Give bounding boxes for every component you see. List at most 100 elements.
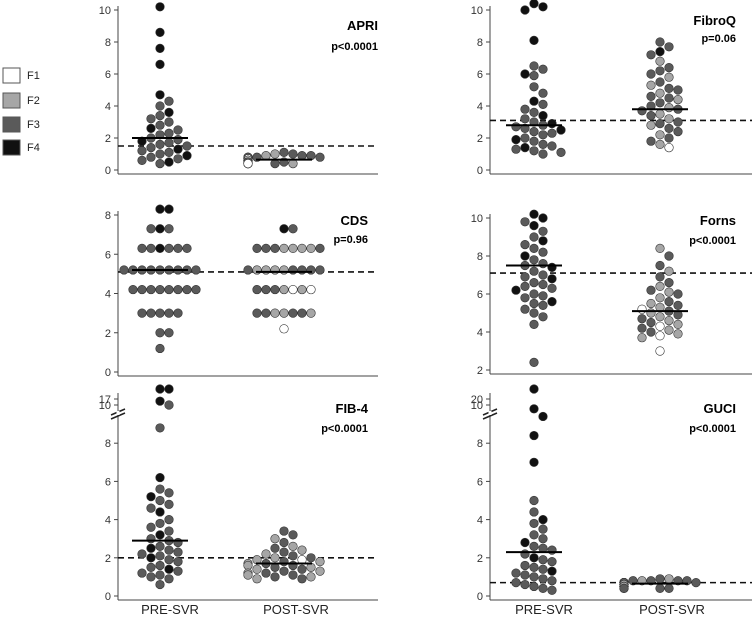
data-point	[529, 117, 539, 127]
data-point	[646, 317, 656, 328]
data-point	[520, 104, 530, 114]
data-point	[673, 300, 683, 311]
data-point	[164, 384, 174, 394]
data-point	[538, 99, 548, 109]
y-tick-label: 4	[105, 289, 111, 301]
data-point	[664, 42, 674, 52]
data-point	[182, 151, 192, 161]
data-point	[529, 221, 539, 231]
data-point	[538, 291, 548, 301]
data-point	[173, 125, 183, 135]
data-point	[146, 308, 156, 318]
data-point	[538, 130, 548, 140]
data-point	[547, 128, 557, 138]
data-point	[520, 240, 530, 250]
data-point	[306, 553, 316, 563]
data-point	[155, 530, 165, 540]
data-point	[288, 560, 298, 571]
data-point	[529, 572, 539, 582]
data-point	[529, 518, 539, 529]
data-point	[155, 551, 165, 561]
data-point	[146, 562, 156, 572]
data-point	[538, 514, 548, 525]
data-point	[664, 278, 674, 288]
data-point	[137, 155, 147, 165]
y-tick-label: 4	[477, 101, 483, 113]
data-point	[243, 159, 253, 169]
data-point	[306, 265, 316, 275]
data-point	[164, 400, 174, 410]
data-point	[243, 265, 253, 275]
y-tick-label: 0	[105, 165, 111, 177]
y-tick-label: 2	[105, 553, 111, 565]
data-point	[164, 308, 174, 318]
data-point	[119, 265, 129, 275]
panel-title: GUCI	[704, 401, 737, 416]
data-point	[155, 110, 165, 121]
data-point	[520, 133, 530, 143]
data-point	[155, 284, 165, 295]
y-tick-label: 8	[105, 37, 111, 49]
data-point	[664, 123, 674, 133]
data-point	[288, 551, 298, 561]
data-point	[511, 122, 521, 132]
data-point	[556, 147, 566, 157]
data-point	[155, 90, 165, 100]
axis-break-mark	[482, 412, 498, 420]
data-point	[306, 284, 316, 295]
data-point	[155, 472, 165, 483]
data-point	[279, 547, 289, 557]
data-point	[137, 146, 147, 156]
data-point	[155, 396, 165, 406]
data-point	[538, 149, 548, 159]
data-point	[646, 50, 656, 60]
data-point	[252, 265, 262, 275]
data-point	[155, 423, 165, 433]
data-point	[511, 135, 521, 145]
data-point	[270, 572, 280, 582]
data-point	[655, 98, 665, 108]
data-point	[146, 503, 156, 513]
y-tick-label: 2	[477, 365, 483, 377]
y-tick-label: 2	[105, 328, 111, 340]
data-point	[646, 91, 656, 101]
y-tick-label: 10	[99, 5, 111, 17]
data-point	[538, 312, 548, 322]
data-point	[664, 143, 674, 153]
data-point	[655, 574, 665, 584]
data-point	[173, 547, 183, 557]
panel-cds: 0 2 4 6 8 CDS p=0.96	[105, 204, 378, 379]
data-point	[664, 93, 674, 103]
panel-title: Forns	[700, 213, 736, 228]
panel-forns: 2 4 6 8 10 Forns p<0.0001	[471, 209, 752, 377]
data-point	[664, 325, 674, 335]
data-point	[529, 289, 539, 299]
data-point	[538, 88, 548, 98]
data-point	[655, 293, 665, 303]
data-point	[164, 224, 174, 234]
data-point	[538, 574, 548, 584]
data-point	[655, 331, 665, 341]
data-point	[637, 333, 647, 343]
data-point	[646, 136, 656, 146]
data-point	[288, 243, 298, 253]
data-point	[637, 314, 647, 324]
data-point	[173, 144, 183, 154]
y-tick-label: 10	[471, 400, 483, 412]
data-point	[243, 570, 253, 580]
data-point	[538, 564, 548, 574]
data-point	[137, 136, 147, 146]
data-point	[529, 0, 539, 9]
data-point	[164, 526, 174, 536]
data-point	[619, 583, 629, 593]
x-category-label: POST-SVR	[263, 602, 329, 617]
legend-label-f3: F3	[27, 119, 40, 131]
data-point	[191, 284, 201, 295]
data-point	[155, 130, 165, 140]
data-point	[529, 319, 539, 330]
data-point	[288, 265, 298, 275]
data-point	[164, 488, 174, 498]
data-point	[173, 243, 183, 253]
